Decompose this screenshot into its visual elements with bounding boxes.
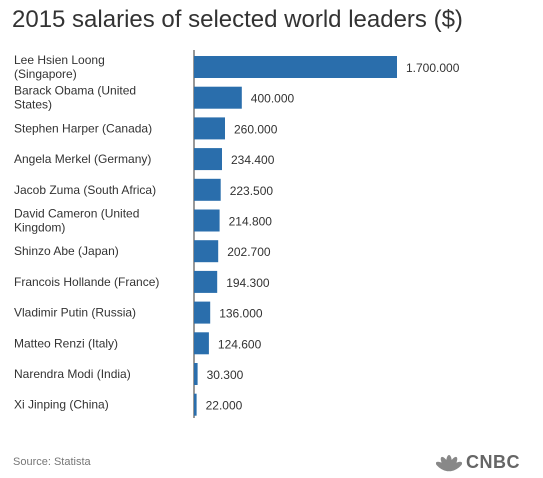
category-label: Xi Jinping (China) [14, 398, 109, 412]
bar [194, 86, 242, 109]
value-label: 214.800 [229, 215, 273, 229]
value-label: 1.700.000 [406, 61, 460, 75]
value-label: 400.000 [251, 92, 295, 106]
category-label: Angela Merkel (Germany) [14, 152, 151, 166]
value-label: 124.600 [218, 337, 262, 351]
value-label: 234.400 [231, 153, 275, 167]
value-label: 202.700 [227, 245, 271, 259]
category-label: Matteo Renzi (Italy) [14, 336, 118, 350]
value-label: 194.300 [226, 276, 270, 290]
category-label: Francois Hollande (France) [14, 275, 159, 289]
category-label: Lee Hsien Loong (Singapore) [14, 53, 105, 81]
value-label: 223.500 [230, 184, 274, 198]
chart-title: 2015 salaries of selected world leaders … [12, 6, 463, 33]
peacock-icon [436, 454, 462, 471]
bar [194, 148, 222, 171]
bar [194, 301, 211, 324]
value-label: 30.300 [207, 368, 244, 382]
bar [194, 56, 397, 78]
bar [194, 393, 197, 416]
value-label: 22.000 [206, 399, 243, 413]
category-label: Jacob Zuma (South Africa) [14, 183, 156, 197]
category-label: Narendra Modi (India) [14, 367, 131, 381]
bar [194, 178, 221, 201]
value-label: 260.000 [234, 122, 278, 136]
bar [194, 332, 209, 355]
bar [194, 209, 220, 232]
category-label: Stephen Harper (Canada) [14, 121, 152, 135]
category-label: Barack Obama (United States) [14, 84, 136, 112]
bar-chart: Lee Hsien Loong (Singapore) 1.700.000 Barac… [14, 50, 460, 418]
bar [194, 117, 225, 140]
bar [194, 240, 219, 263]
bar [194, 270, 218, 293]
value-label: 136.000 [219, 307, 263, 321]
bar [194, 363, 198, 385]
category-label: David Cameron (United Kingdom) [14, 207, 139, 235]
category-label: Shinzo Abe (Japan) [14, 244, 119, 258]
category-label: Vladimir Putin (Russia) [14, 306, 136, 320]
logo-text: CNBC [466, 452, 520, 472]
source-note: Source: Statista [13, 456, 91, 468]
cnbc-logo: CNBC [436, 452, 520, 473]
